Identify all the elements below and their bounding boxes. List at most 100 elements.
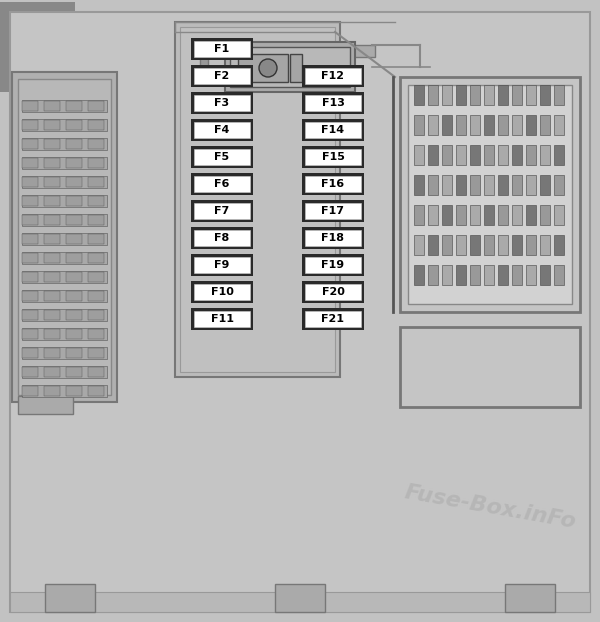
Bar [305,284,361,300]
Bar [456,85,466,105]
Bar [305,95,361,111]
Bar [512,85,522,105]
Bar [428,115,438,135]
Bar [191,92,253,114]
Bar [44,158,60,168]
Bar [526,205,536,225]
Bar [44,272,60,282]
Bar [66,120,82,130]
Bar [22,328,107,340]
Text: F9: F9 [214,260,230,270]
Bar [526,145,536,165]
Bar [484,265,494,285]
Text: F1: F1 [214,44,230,54]
Bar [0,2,75,92]
Bar [194,284,250,300]
Bar [428,265,438,285]
Bar [442,115,452,135]
Bar [442,205,452,225]
Bar [470,205,480,225]
Bar [498,265,508,285]
Bar [442,235,452,255]
Text: F7: F7 [214,206,230,216]
Bar [22,366,107,378]
Bar [305,122,361,138]
Bar [22,195,107,207]
Bar [22,138,107,150]
Bar [22,272,38,282]
Text: F3: F3 [214,98,230,108]
Bar [512,265,522,285]
Bar [22,329,38,339]
Text: F21: F21 [322,314,344,324]
Text: F11: F11 [211,314,233,324]
Bar [442,265,452,285]
Bar [44,329,60,339]
Bar [305,311,361,327]
Bar [456,145,466,165]
Circle shape [259,59,277,77]
Bar [88,348,104,358]
Bar [194,203,250,219]
Bar [275,584,325,612]
Bar [512,115,522,135]
Bar [88,234,104,244]
Bar [66,367,82,377]
Bar [22,139,38,149]
Bar [554,175,564,195]
Bar [200,45,208,67]
Bar [456,205,466,225]
Bar [230,47,350,87]
Bar [22,176,107,188]
Bar [44,386,60,396]
Bar [302,227,364,249]
Bar [191,308,253,330]
Bar [66,215,82,225]
Bar [191,119,253,141]
Text: F6: F6 [214,179,230,189]
Bar [238,54,288,82]
Bar [526,235,536,255]
Bar [22,310,38,320]
Bar [194,41,250,57]
Text: F17: F17 [322,206,344,216]
Bar [22,233,107,245]
Bar [88,101,104,111]
Bar [44,139,60,149]
Bar [88,120,104,130]
Bar [456,265,466,285]
Bar [194,68,250,84]
Bar [554,265,564,285]
Bar [512,235,522,255]
Bar [540,115,550,135]
Bar [456,115,466,135]
Bar [302,254,364,276]
Bar [22,120,38,130]
Bar [88,253,104,263]
Bar [22,367,38,377]
Bar [484,115,494,135]
Bar [428,85,438,105]
Bar [66,158,82,168]
Bar [44,101,60,111]
Bar [18,79,111,395]
Bar [22,196,38,206]
Bar [505,584,555,612]
Bar [302,173,364,195]
Bar [194,176,250,192]
Bar [526,85,536,105]
Text: F10: F10 [211,287,233,297]
Text: F5: F5 [214,152,230,162]
Text: F18: F18 [322,233,344,243]
Text: F2: F2 [214,71,230,81]
Bar [540,85,550,105]
Bar [414,115,424,135]
Bar [512,205,522,225]
Bar [22,290,107,302]
Bar [88,291,104,301]
Bar [44,291,60,301]
Bar [414,265,424,285]
Bar [305,257,361,273]
Bar [554,85,564,105]
Bar [470,85,480,105]
